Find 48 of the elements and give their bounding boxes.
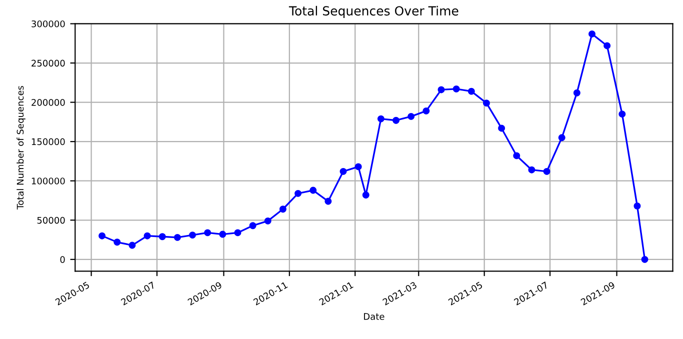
point: [204, 229, 212, 236]
point: [362, 192, 370, 198]
y-tick-label: 50000: [37, 216, 65, 224]
y-tick-label: 200000: [32, 99, 65, 106]
point: [422, 107, 430, 114]
y-tick-label: 250000: [32, 60, 65, 67]
point: [128, 242, 136, 249]
point: [513, 152, 520, 160]
point: [234, 229, 242, 236]
point: [264, 217, 272, 224]
y-axis-title: Total Number of Sequences: [16, 86, 26, 210]
point: [354, 163, 362, 170]
point: [588, 30, 596, 38]
point: [528, 166, 536, 174]
point: [340, 168, 347, 175]
point: [558, 134, 566, 142]
point: [294, 190, 302, 197]
point: [498, 124, 506, 132]
point: [641, 256, 648, 263]
point: [573, 89, 580, 96]
chart-title: Total Sequences Over Time: [288, 6, 458, 18]
point: [98, 232, 106, 240]
point: [377, 115, 384, 122]
point: [249, 222, 256, 230]
point: [604, 42, 611, 50]
point: [158, 233, 166, 240]
x-axis-title: Date: [364, 313, 384, 320]
point: [634, 202, 641, 210]
y-tick-label: 100000: [32, 178, 65, 184]
y-tick-label: 150000: [32, 138, 65, 146]
point: [408, 112, 415, 120]
point: [174, 234, 181, 241]
point: [452, 85, 460, 92]
point: [618, 110, 626, 118]
point: [144, 232, 151, 240]
point: [279, 206, 286, 213]
y-tick-label: 300000: [32, 20, 65, 28]
point: [310, 186, 317, 194]
point: [219, 230, 226, 238]
point: [324, 198, 332, 205]
point: [438, 86, 445, 94]
point: [114, 238, 121, 246]
y-tick-label: 0: [60, 256, 65, 263]
point: [543, 168, 550, 175]
point: [189, 232, 196, 239]
point: [468, 88, 475, 95]
point: [392, 116, 400, 124]
point: [482, 100, 490, 107]
